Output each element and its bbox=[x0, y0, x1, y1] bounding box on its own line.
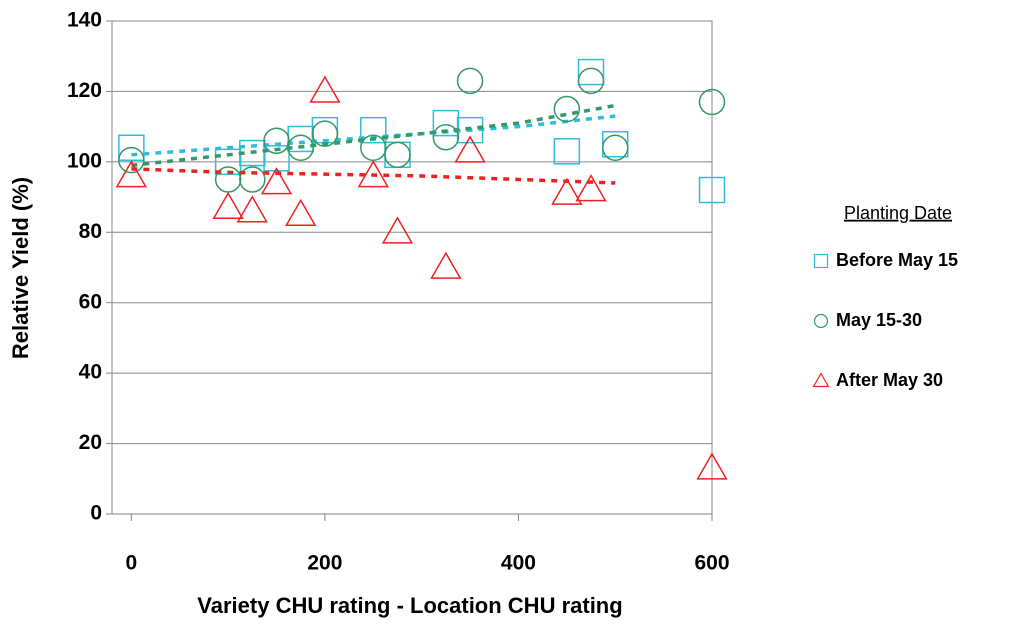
x-axis-title: Variety CHU rating - Location CHU rating bbox=[197, 593, 622, 618]
legend-label: Before May 15 bbox=[836, 250, 958, 270]
data-point bbox=[311, 120, 339, 147]
legend-title: Planting Date bbox=[844, 203, 952, 223]
data-point bbox=[577, 58, 605, 86]
data-point bbox=[260, 167, 293, 195]
y-tick-label: 20 bbox=[79, 431, 102, 454]
y-tick-label: 140 bbox=[67, 9, 102, 32]
y-tick-label: 100 bbox=[67, 149, 102, 172]
y-tick-label: 0 bbox=[90, 502, 102, 525]
plot-frame bbox=[111, 20, 713, 515]
y-tick-label: 60 bbox=[79, 290, 102, 313]
data-point bbox=[601, 134, 629, 162]
data-point bbox=[456, 67, 484, 95]
data-point bbox=[432, 109, 460, 137]
legend-marker bbox=[813, 253, 829, 269]
legend-marker bbox=[812, 372, 830, 388]
data-point bbox=[357, 160, 389, 188]
trendline bbox=[131, 167, 616, 185]
data-point bbox=[309, 75, 341, 103]
data-point bbox=[360, 116, 387, 144]
y-tick-label: 40 bbox=[79, 361, 102, 384]
data-point bbox=[698, 176, 726, 204]
legend-marker bbox=[813, 313, 829, 329]
data-point bbox=[118, 146, 145, 174]
data-point bbox=[553, 138, 581, 165]
data-point bbox=[430, 251, 462, 279]
data-point bbox=[214, 148, 242, 176]
data-point bbox=[696, 452, 728, 480]
data-point bbox=[285, 198, 317, 227]
y-axis-title: Relative Yield (%) bbox=[8, 177, 33, 359]
data-point bbox=[212, 191, 244, 220]
x-tick-label: 400 bbox=[501, 552, 536, 575]
legend-label: May 15-30 bbox=[836, 310, 922, 330]
x-tick-label: 200 bbox=[307, 552, 342, 575]
y-tick-label: 120 bbox=[67, 79, 102, 102]
data-point bbox=[551, 177, 583, 205]
trendline bbox=[131, 103, 616, 168]
data-point bbox=[381, 216, 414, 244]
data-point bbox=[432, 123, 460, 151]
data-point bbox=[263, 127, 290, 154]
x-tick-label: 0 bbox=[126, 552, 138, 575]
data-point bbox=[454, 135, 486, 163]
data-point bbox=[115, 160, 148, 188]
x-tick-label: 600 bbox=[694, 552, 729, 575]
data-point bbox=[236, 195, 268, 223]
y-tick-label: 80 bbox=[79, 220, 102, 243]
data-point bbox=[239, 166, 266, 193]
data-point bbox=[287, 134, 314, 162]
legend-label: After May 30 bbox=[836, 370, 943, 390]
data-point bbox=[384, 141, 411, 169]
data-point bbox=[553, 95, 581, 123]
data-point bbox=[577, 67, 605, 95]
data-point bbox=[575, 174, 607, 202]
data-point bbox=[263, 145, 290, 172]
data-point bbox=[698, 88, 726, 116]
trendline bbox=[131, 114, 616, 157]
